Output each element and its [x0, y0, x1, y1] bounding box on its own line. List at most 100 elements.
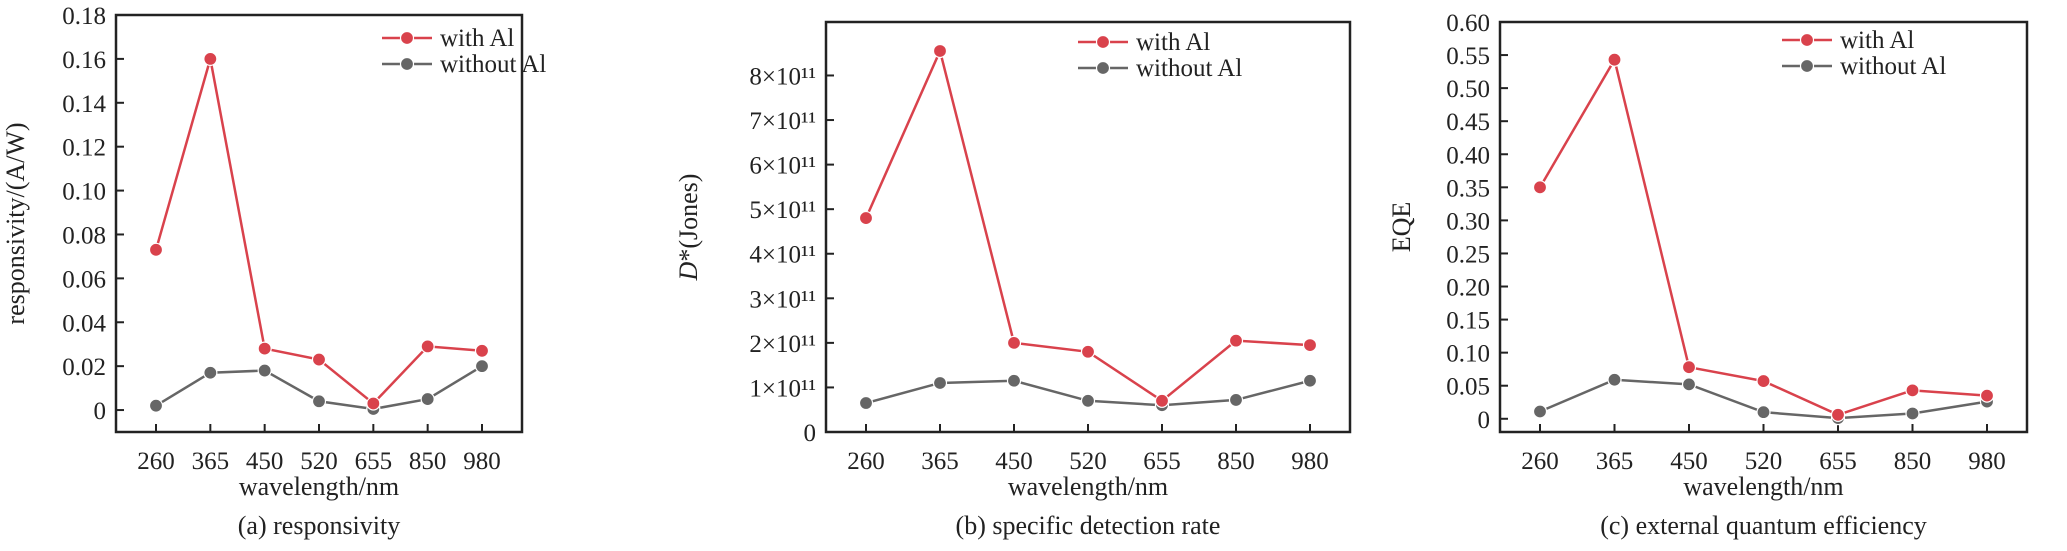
panel-3: 0 0.05 0.10 0.15 0.20 0.25 0.30 0.35 0.40 0.45 0.5…	[1387, 10, 2029, 540]
legend-label: without Al	[1136, 55, 1242, 82]
data-point	[257, 363, 272, 378]
y-axis-title: D*(Jones)	[674, 174, 703, 282]
x-tick-label: 260	[1521, 448, 1559, 475]
data-point	[311, 352, 327, 367]
data-point	[474, 343, 490, 358]
data-point	[1681, 360, 1697, 375]
y-tick-label: 0.08	[62, 222, 106, 249]
series-line	[1538, 56, 1988, 417]
y-tick-label: 0.50	[1446, 76, 1490, 103]
y-tick-label: 0.14	[62, 91, 106, 118]
data-point	[858, 210, 874, 226]
x-tick-label: 260	[847, 448, 885, 475]
data-point	[1607, 372, 1622, 387]
x-tick-label: 365	[192, 448, 230, 475]
data-point	[148, 398, 164, 413]
data-point	[1756, 405, 1771, 420]
data-point	[858, 395, 874, 411]
data-point	[1830, 407, 1846, 422]
data-point	[366, 396, 381, 411]
y-tick-label: 0.12	[62, 135, 106, 162]
x-axis-title: wavelength/nm	[239, 472, 399, 501]
x-tick-label: 850	[409, 448, 447, 475]
y-tick-label: 0.15	[1446, 308, 1490, 335]
plot-frame	[824, 20, 1352, 434]
y-tick-label: 0.25	[1446, 241, 1490, 268]
data-point	[420, 391, 435, 407]
y-tick-label: 0.02	[62, 354, 106, 381]
legend-marker	[1799, 32, 1815, 48]
y-tick-label: 0.18	[62, 3, 106, 30]
y-tick-label: 0.04	[62, 310, 106, 337]
legend-label: with Al	[1136, 29, 1210, 56]
plot-frame	[1498, 20, 2029, 434]
x-tick-label: 850	[1894, 448, 1932, 475]
legend-marker	[1095, 60, 1111, 76]
y-tick-label: 0.35	[1446, 175, 1490, 202]
legend-marker	[399, 56, 415, 72]
legend-label: without Al	[1840, 53, 1946, 80]
y-axis-title: responsivity/(A/W)	[1, 122, 30, 324]
x-tick-label: 655	[1143, 448, 1181, 475]
y-tick-label: 0.45	[1446, 109, 1490, 136]
legend-label: without Al	[440, 51, 546, 78]
data-point	[1905, 383, 1920, 398]
data-point	[420, 339, 435, 354]
y-tick-label: 8×10¹¹	[749, 63, 816, 90]
data-point	[474, 359, 490, 374]
x-tick-label: 980	[1968, 448, 2006, 475]
x-tick-label: 450	[995, 448, 1033, 475]
data-point	[311, 394, 327, 409]
data-point	[203, 365, 218, 380]
x-tick-label: 450	[246, 448, 284, 475]
data-point	[148, 242, 164, 257]
data-point	[1756, 373, 1771, 389]
y-tick-label: 0	[94, 398, 107, 425]
x-tick-label: 980	[463, 448, 501, 475]
y-tick-label: 0.05	[1446, 374, 1490, 401]
x-tick-label: 365	[921, 448, 959, 475]
y-tick-label: 0	[1478, 407, 1491, 434]
x-axis-title: wavelength/nm	[1008, 472, 1168, 501]
y-tick-label: 6×10¹¹	[749, 153, 816, 180]
y-tick-label: 0	[804, 420, 817, 447]
x-tick-label: 520	[1069, 448, 1107, 475]
x-tick-label: 260	[137, 448, 175, 475]
y-tick-label: 5×10¹¹	[749, 197, 816, 224]
data-point	[257, 341, 272, 356]
y-tick-label: 0.40	[1446, 142, 1490, 169]
series-line	[154, 58, 483, 406]
x-tick-label: 655	[355, 448, 393, 475]
y-tick-label: 0.55	[1446, 43, 1490, 70]
data-point	[1681, 377, 1697, 392]
y-tick-label: 1×10¹¹	[749, 375, 816, 402]
data-point	[1302, 373, 1318, 388]
legend-marker	[399, 30, 415, 46]
data-point	[932, 375, 948, 391]
data-point	[1607, 52, 1622, 67]
legend-marker	[1799, 58, 1815, 74]
y-tick-label: 3×10¹¹	[749, 286, 816, 313]
y-tick-label: 0.20	[1446, 275, 1490, 302]
panel-1: 0 0.02 0.04 0.06 0.08 0.10 0.12 0.14 0.16 0.18 260…	[1, 3, 546, 540]
legend-label: with Al	[440, 25, 514, 52]
y-axis-title-rest: *(Jones)	[674, 174, 703, 262]
data-point	[1006, 335, 1022, 350]
y-tick-label: 2×10¹¹	[749, 331, 816, 358]
panel-caption: (a) responsivity	[238, 511, 400, 540]
x-tick-label: 655	[1819, 448, 1857, 475]
data-point	[932, 43, 948, 59]
data-point	[1006, 373, 1022, 388]
y-tick-label: 7×10¹¹	[749, 108, 816, 135]
y-tick-label: 4×10¹¹	[749, 242, 816, 269]
data-point	[1080, 393, 1096, 408]
data-point	[1154, 393, 1170, 408]
x-tick-label: 520	[300, 448, 338, 475]
x-tick-label: 450	[1670, 448, 1708, 475]
data-point	[1302, 337, 1318, 353]
y-axis-title: EQE	[1387, 202, 1416, 253]
data-point	[1979, 388, 1995, 403]
legend-label: with Al	[1840, 27, 1914, 54]
y-tick-label: 0.60	[1446, 10, 1490, 37]
